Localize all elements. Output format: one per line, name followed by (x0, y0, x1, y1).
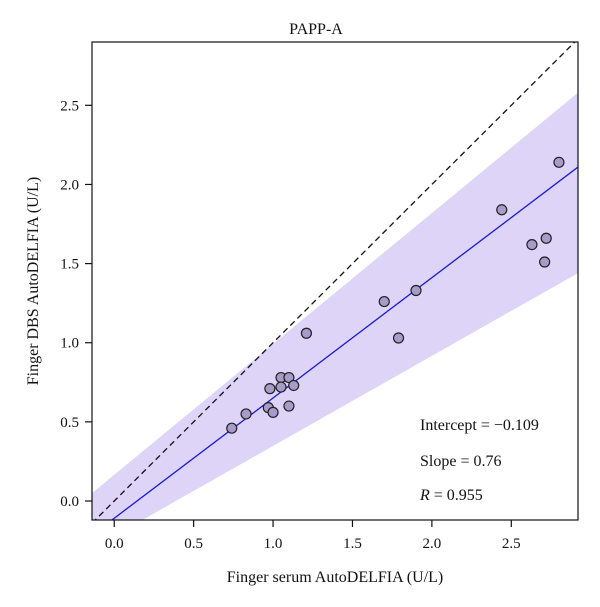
data-point (526, 238, 538, 251)
data-point (378, 295, 390, 308)
points-layer (226, 156, 565, 434)
x-tick-label: 0.0 (105, 536, 124, 552)
x-tick-label: 0.5 (184, 536, 203, 552)
plot-frame (91, 41, 579, 521)
y-tick-label: 0.0 (60, 494, 79, 510)
intercept-annotation: Intercept = −0.109 (420, 417, 539, 434)
r-annotation: R = 0.955 (419, 487, 483, 504)
data-point (392, 332, 405, 344)
y-axis-label: Finger DBS AutoDELFIA (U/L) (25, 177, 42, 385)
data-point (267, 406, 279, 418)
slope-annotation: Slope = 0.76 (420, 453, 501, 470)
x-tick-label: 1.0 (264, 536, 283, 552)
data-point (553, 156, 565, 168)
chart-title: PAPP-A (289, 21, 343, 38)
y-tick-label: 1.0 (60, 336, 79, 352)
x-tick-label: 1.5 (343, 536, 362, 552)
y-tick-label: 0.5 (60, 415, 79, 431)
data-point (240, 408, 252, 420)
stats-annotations: Intercept = −0.109 Slope = 0.76 R = 0.95… (419, 417, 539, 504)
confidence-band-layer (92, 92, 578, 520)
y-axis: 0.0 0.5 1.0 1.5 2.0 2.5 (60, 98, 92, 510)
data-point (288, 379, 300, 392)
x-tick-label: 2.5 (502, 536, 521, 552)
y-tick-label: 2.5 (60, 98, 79, 114)
x-axis: 0.0 0.5 1.0 1.5 2.0 2.5 (105, 520, 521, 552)
confidence-band (92, 92, 578, 520)
data-point (540, 232, 552, 244)
y-tick-label: 1.5 (60, 257, 79, 273)
identity-line (94, 42, 576, 520)
data-point (300, 327, 313, 339)
y-tick-label: 2.0 (60, 177, 79, 193)
lines-layer (94, 42, 578, 520)
data-point (275, 381, 287, 393)
data-point (539, 256, 551, 268)
x-tick-label: 2.0 (423, 536, 442, 552)
x-axis-label: Finger serum AutoDELFIA (U/L) (227, 569, 443, 586)
data-point (264, 383, 276, 395)
data-point (410, 284, 422, 297)
data-point (226, 422, 238, 434)
regression-line (110, 166, 578, 520)
data-point (283, 400, 295, 412)
data-point (496, 204, 508, 216)
